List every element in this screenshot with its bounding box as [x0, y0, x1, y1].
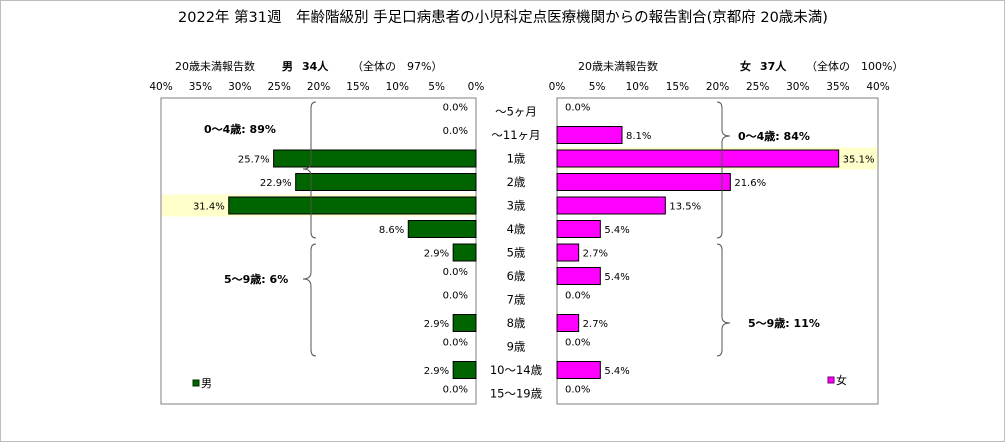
- category-label: 2歳: [507, 175, 526, 189]
- male-bar: [452, 243, 477, 262]
- category-label: 6歳: [507, 269, 526, 283]
- female-value-label: 21.6%: [734, 178, 766, 189]
- female-bar: [556, 220, 601, 238]
- female-axis-tick: 40%: [866, 81, 889, 93]
- female-value-label: 5.4%: [604, 225, 629, 236]
- male-axis-tick: 30%: [228, 81, 251, 93]
- female-value-label: 0.0%: [565, 103, 590, 114]
- male-share: （全体の 97%）: [352, 59, 442, 73]
- male-value-label: 2.9%: [424, 319, 449, 330]
- male-value-label: 0.0%: [443, 267, 468, 278]
- male-value-label: 0.0%: [443, 291, 468, 302]
- male-group-5-9: 5～9歳: 6%: [224, 272, 288, 286]
- female-value-label: 2.7%: [583, 319, 608, 330]
- male-legend-label: 男: [201, 377, 212, 390]
- female-value-label: 0.0%: [565, 338, 590, 349]
- female-legend-swatch: [827, 376, 835, 384]
- category-label: 5歳: [507, 246, 526, 260]
- female-axis-tick: 5%: [589, 81, 606, 93]
- category-label: 4歳: [507, 222, 526, 236]
- male-value-label: 2.9%: [424, 366, 449, 377]
- female-axis-tick: 10%: [626, 81, 649, 93]
- male-bar: [452, 314, 477, 332]
- category-label: 8歳: [507, 316, 526, 330]
- male-plot-area: [160, 97, 477, 405]
- female-axis-tick: 20%: [706, 81, 729, 93]
- female-sex-label: 女: [740, 59, 751, 73]
- male-value-label: 0.0%: [443, 126, 468, 137]
- female-value-label: 5.4%: [604, 272, 629, 283]
- female-bar: [556, 149, 840, 168]
- male-count-label: 20歳未満報告数: [175, 60, 255, 73]
- category-label: 7歳: [507, 293, 526, 307]
- male-value-label: 0.0%: [443, 103, 468, 114]
- female-bar: [556, 196, 666, 215]
- female-value-label: 2.7%: [583, 249, 608, 260]
- female-count-value: 37人: [760, 59, 787, 73]
- male-bar: [273, 149, 477, 168]
- male-axis-tick: 0%: [468, 81, 485, 93]
- male-bracket-0-4: [302, 101, 317, 239]
- male-value-label: 25.7%: [238, 155, 270, 166]
- male-value-label: 0.0%: [443, 338, 468, 349]
- female-axis-tick: 15%: [666, 81, 689, 93]
- female-share: （全体の 100%）: [806, 59, 903, 73]
- female-axis-tick: 30%: [786, 81, 809, 93]
- male-value-label: 2.9%: [424, 249, 449, 260]
- category-label: ～11ヶ月: [491, 128, 540, 142]
- female-value-label: 5.4%: [604, 366, 629, 377]
- female-bar: [556, 267, 601, 285]
- female-bar: [556, 126, 623, 144]
- category-label: 9歳: [507, 340, 526, 354]
- male-bar: [295, 173, 477, 191]
- female-group-5-9: 5～9歳: 11%: [748, 316, 820, 330]
- male-bar: [228, 196, 477, 215]
- male-value-label: 8.6%: [379, 225, 404, 236]
- male-axis-tick: 5%: [428, 81, 445, 93]
- female-axis-tick: 35%: [826, 81, 849, 93]
- female-axis-tick: 25%: [746, 81, 769, 93]
- female-value-label: 0.0%: [565, 291, 590, 302]
- male-axis-tick: 25%: [267, 81, 290, 93]
- chart-title: 2022年 第31週 年齢階級別 手足口病患者の小児科定点医療機関からの報告割合…: [178, 8, 828, 26]
- female-bar: [556, 314, 580, 332]
- male-sex-label: 男: [282, 60, 293, 73]
- male-value-label: 22.9%: [260, 178, 292, 189]
- category-label: ～5ヶ月: [495, 105, 537, 119]
- male-value-label: 31.4%: [193, 202, 225, 213]
- female-value-label: 0.0%: [565, 385, 590, 396]
- male-legend-swatch: [192, 379, 200, 387]
- male-group-0-4: 0～4歳: 89%: [204, 122, 276, 136]
- male-axis-tick: 10%: [386, 81, 409, 93]
- male-value-label: 0.0%: [443, 385, 468, 396]
- male-axis-tick: 15%: [346, 81, 369, 93]
- female-bracket-5-9: [716, 243, 731, 357]
- male-axis-tick: 40%: [149, 81, 172, 93]
- female-value-label: 35.1%: [843, 155, 875, 166]
- female-legend-label: 女: [836, 373, 847, 387]
- female-bar: [556, 243, 580, 262]
- category-label: 1歳: [507, 152, 526, 166]
- male-bar: [452, 361, 477, 379]
- male-bracket-5-9: [302, 243, 317, 357]
- male-axis-tick: 35%: [189, 81, 212, 93]
- male-bar: [407, 220, 477, 238]
- female-value-label: 8.1%: [626, 131, 651, 142]
- female-bar: [556, 361, 601, 379]
- female-bar: [556, 173, 731, 191]
- category-label: 3歳: [507, 199, 526, 213]
- female-count-label: 20歳未満報告数: [578, 60, 658, 73]
- female-group-0-4: 0～4歳: 84%: [738, 129, 810, 143]
- male-axis-tick: 20%: [307, 81, 330, 93]
- female-value-label: 13.5%: [669, 202, 701, 213]
- category-label: 15～19歳: [490, 387, 543, 401]
- female-bracket-0-4: [716, 101, 731, 239]
- male-count-value: 34人: [302, 59, 329, 73]
- female-axis-tick: 0%: [549, 81, 566, 93]
- category-label: 10～14歳: [490, 363, 543, 377]
